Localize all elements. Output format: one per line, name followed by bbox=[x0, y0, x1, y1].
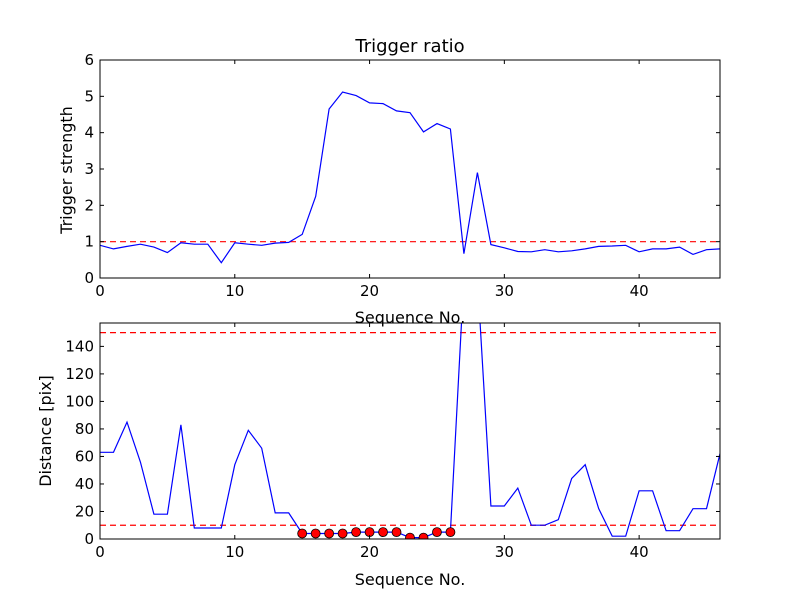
y-tick-label: 140 bbox=[65, 337, 94, 355]
data-point bbox=[418, 532, 429, 539]
plot-frame bbox=[99, 322, 721, 540]
x-tick-label: 0 bbox=[95, 543, 105, 561]
y-tick-label: 0 bbox=[84, 269, 94, 287]
chart-title: Trigger ratio bbox=[354, 36, 464, 57]
data-point bbox=[391, 527, 402, 538]
plot-area bbox=[100, 323, 720, 539]
x-tick-label: 40 bbox=[630, 543, 649, 561]
x-tick-label: 30 bbox=[495, 282, 514, 300]
x-tick-label: 30 bbox=[495, 543, 514, 561]
x-tick-label: 40 bbox=[630, 282, 649, 300]
y-axis-label: Distance [pix] bbox=[36, 375, 55, 487]
y-tick-label: 3 bbox=[84, 160, 94, 178]
data-point bbox=[445, 527, 456, 538]
data-point bbox=[432, 527, 442, 538]
y-tick-label: 100 bbox=[65, 392, 94, 410]
y-tick-label: 1 bbox=[84, 233, 94, 251]
trigger-ratio-chart: Trigger ratio Sequence No. Trigger stren… bbox=[57, 36, 721, 327]
distance-chart: Sequence No. Distance [pix] 0 10 20 30 40 0 20… bbox=[36, 322, 721, 589]
data-point bbox=[378, 527, 388, 538]
data-point bbox=[324, 528, 335, 539]
y-tick-label: 2 bbox=[84, 196, 94, 214]
data-point bbox=[297, 528, 308, 539]
y-axis-label: Trigger strength bbox=[57, 106, 76, 235]
x-tick-label: 20 bbox=[360, 282, 379, 300]
plot-area bbox=[100, 91, 720, 264]
y-tick-label: 60 bbox=[75, 447, 94, 465]
x-axis-label: Sequence No. bbox=[355, 308, 466, 327]
y-tick-label: 120 bbox=[65, 365, 94, 383]
y-tick-label: 4 bbox=[84, 124, 94, 142]
x-axis-label: Sequence No. bbox=[355, 570, 466, 589]
data-point bbox=[405, 532, 415, 539]
x-tick-label: 20 bbox=[360, 543, 379, 561]
data-point bbox=[351, 527, 361, 538]
y-tick-label: 0 bbox=[84, 530, 94, 548]
x-tick-label: 0 bbox=[95, 282, 105, 300]
data-point bbox=[310, 528, 321, 539]
y-tick-label: 20 bbox=[75, 502, 94, 520]
y-tick-label: 5 bbox=[84, 87, 94, 105]
data-point bbox=[337, 528, 348, 539]
series-line bbox=[100, 91, 720, 264]
y-tick-label: 40 bbox=[75, 475, 94, 493]
y-tick-label: 80 bbox=[75, 420, 94, 438]
x-tick-label: 10 bbox=[225, 543, 244, 561]
x-tick-label: 10 bbox=[225, 282, 244, 300]
y-tick-label: 6 bbox=[84, 51, 94, 69]
